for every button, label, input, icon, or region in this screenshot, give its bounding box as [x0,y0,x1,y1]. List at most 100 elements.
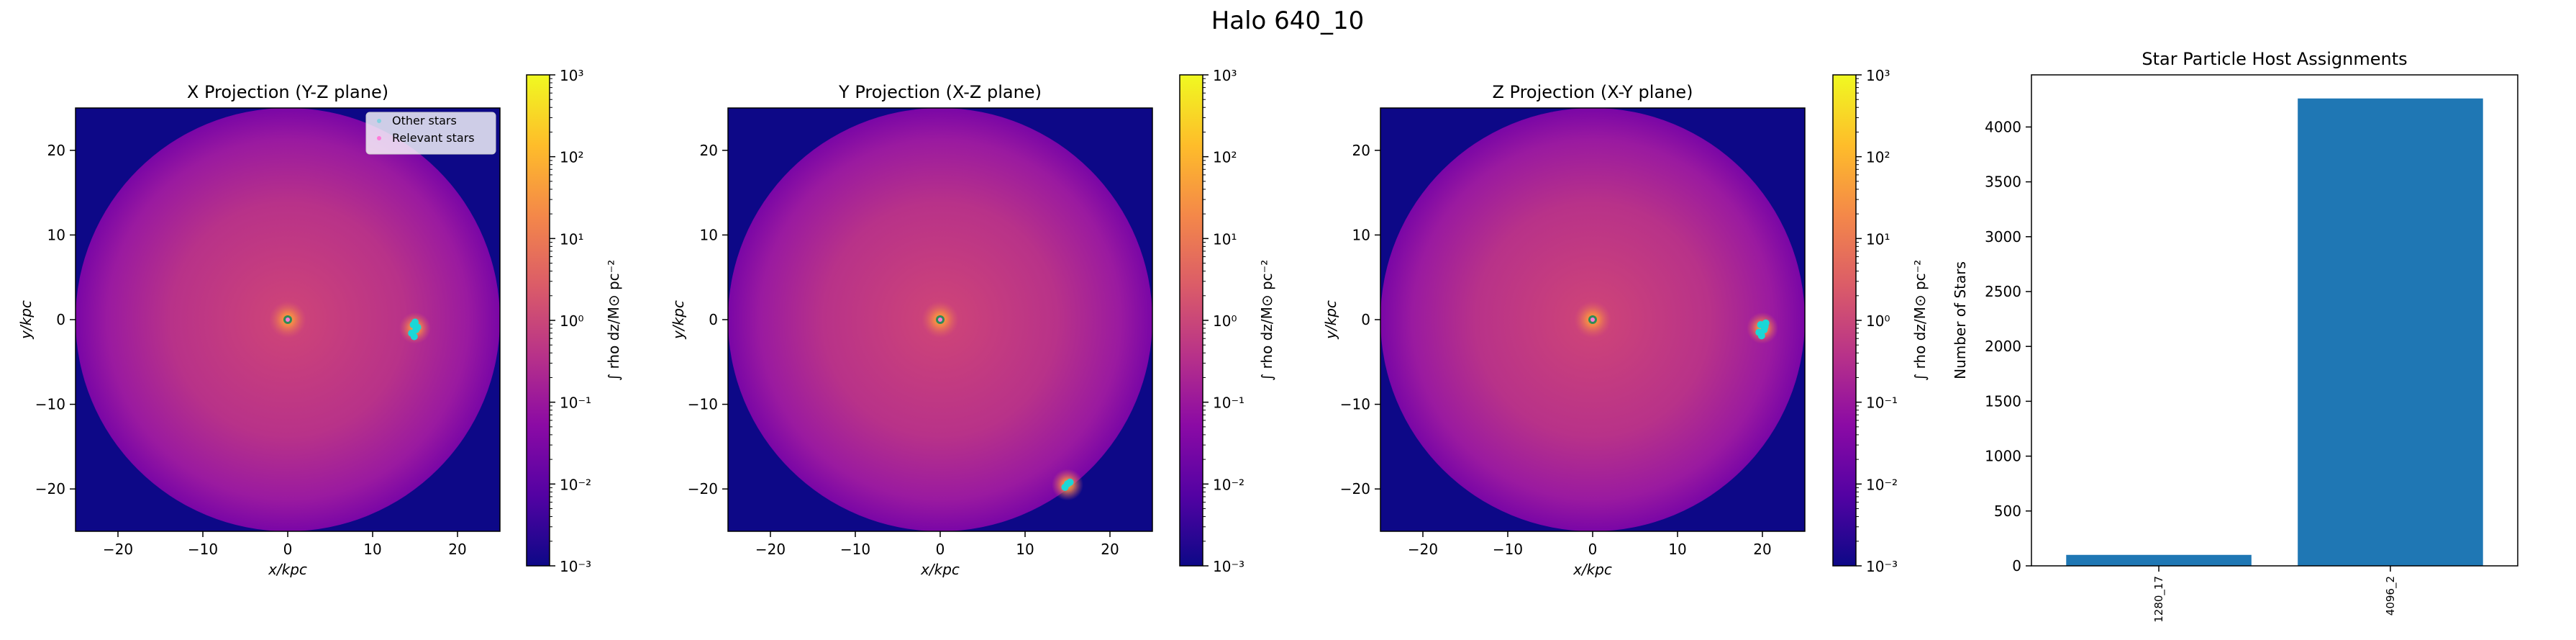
colorbar-tick-label: 10¹ [1866,230,1890,248]
colorbar-tick-label: 10⁻¹ [560,395,591,412]
relevant-star-point [1590,317,1595,322]
density-image [728,108,1152,531]
y-axis-label: y/kpc [1322,300,1339,340]
y-tick-label: 0 [2012,557,2021,574]
y-tick-label: 0 [709,311,718,328]
density-image [76,108,500,531]
panel-title: X Projection (Y-Z plane) [187,82,388,102]
y-tick-label: 20 [47,142,65,159]
y-tick-label: 4000 [1985,118,2021,135]
other-star-point [411,318,419,326]
colorbar-tick-label: 10³ [560,67,583,84]
plot-frame [2031,74,2518,567]
colorbar-label: ∫ rho dz/M⊙ pc⁻² [605,260,622,382]
y-axis-label: y/kpc [17,300,35,340]
other-star-point [410,333,418,341]
x-tick-label: 0 [1588,541,1598,558]
x-tick-label: 20 [448,541,466,558]
other-star-point [1066,478,1074,486]
y-tick-label: 1000 [1985,448,2021,465]
x-projection-panel: −20 −10 0 10 20 −20 −10 0 10 20 X Projection (Y-Z … [17,67,622,578]
x-tick-label: 1280_17 [2152,576,2166,623]
y-tick-label: 1500 [1985,392,2021,410]
legend-marker [377,136,381,140]
x-tick-label: 20 [1101,541,1119,558]
x-tick-label: 10 [1016,541,1034,558]
colorbar-tick-label: 10⁻³ [1213,558,1244,575]
x-tick-label: 4096_2 [2384,576,2398,616]
colorbar-tick-label: 10² [560,149,583,166]
colorbar-tick-label: 10⁰ [1213,312,1237,330]
colorbar-tick-label: 10³ [1866,67,1890,84]
colorbar-label: ∫ rho dz/M⊙ pc⁻² [1911,260,1929,382]
other-star-point [1762,319,1770,327]
x-tick-label: 10 [363,541,381,558]
y-projection-panel: −20 −10 0 10 20 −20 −10 0 10 20 Y Projection (X-Z … [670,67,1275,578]
y-axis-label: Number of Stars [1952,261,1969,379]
colorbar-tick-label: 10⁰ [560,312,583,330]
y-tick-label: −10 [1340,396,1370,413]
colorbar-tick-label: 10⁻¹ [1866,395,1898,412]
colorbar-tick-label: 10⁻² [560,476,591,493]
colorbar-tick-label: 10⁻² [1213,476,1244,493]
y-tick-label: 10 [1352,226,1370,243]
bar-4096_2 [2298,98,2483,566]
colorbar-tick-label: 10⁻¹ [1213,395,1244,412]
legend-marker [377,119,381,123]
colorbar-tick-label: 10² [1866,149,1890,166]
panel-title: Z Projection (X-Y plane) [1492,82,1693,102]
y-tick-label: 10 [47,226,65,243]
colorbar-tick-label: 10⁻² [1866,476,1898,493]
y-tick-label: −20 [35,480,65,497]
colorbar-tick-label: 10⁻³ [1866,558,1898,575]
y-tick-label: 20 [700,142,718,159]
colorbar-tick-label: 10² [1213,149,1237,166]
x-tick-label: 20 [1753,541,1771,558]
colorbar-tick-label: 10¹ [560,230,583,248]
x-tick-label: 10 [1668,541,1686,558]
x-tick-label: −20 [755,541,786,558]
y-tick-label: 0 [1361,311,1370,328]
x-axis-label: x/kpc [1573,561,1612,578]
host-assignments-bar-chart: 1280_17 4096_2 0 500 1000 1500 2000 2500 3000 350… [1952,49,2518,623]
y-tick-label: 20 [1352,142,1370,159]
x-tick-label: −20 [1408,541,1438,558]
y-tick-label: 3000 [1985,228,2021,245]
legend-entry: Relevant stars [392,131,475,145]
x-tick-label: 0 [936,541,945,558]
relevant-star-point [286,317,290,322]
x-axis-label: x/kpc [920,561,960,578]
y-tick-label: 3500 [1985,173,2021,191]
z-projection-panel: −20 −10 0 10 20 −20 −10 0 10 20 Z Projection (X-Y … [1322,67,1929,578]
y-tick-label: −20 [1340,480,1370,497]
x-tick-label: −20 [103,541,133,558]
y-tick-label: −20 [688,480,718,497]
colorbar-label: ∫ rho dz/M⊙ pc⁻² [1258,260,1275,382]
colorbar [1180,75,1203,566]
y-tick-label: 10 [700,226,718,243]
panel-title: Y Projection (X-Z plane) [838,82,1042,102]
x-tick-label: 0 [283,541,293,558]
y-tick-label: 2000 [1985,338,2021,355]
y-tick-label: 2500 [1985,283,2021,300]
y-tick-label: 0 [56,311,65,328]
y-axis-label: y/kpc [670,300,687,340]
y-tick-label: 500 [1994,502,2021,520]
legend-box [365,112,496,155]
x-tick-label: −10 [840,541,870,558]
colorbar [1833,75,1856,566]
density-image [1380,108,1805,531]
legend-entry: Other stars [392,114,457,127]
colorbar-tick-label: 10¹ [1213,230,1237,248]
legend: Other stars Relevant stars [365,112,496,155]
panel-title: Star Particle Host Assignments [2142,49,2407,69]
colorbar-tick-label: 10⁰ [1866,312,1890,330]
relevant-star-point [938,317,942,322]
colorbar-tick-label: 10³ [1213,67,1237,84]
other-star-point [1061,483,1069,491]
x-axis-label: x/kpc [268,561,307,578]
x-tick-label: −10 [1493,541,1523,558]
y-tick-label: −10 [688,396,718,413]
figure-suptitle: Halo 640_10 [1211,6,1365,35]
